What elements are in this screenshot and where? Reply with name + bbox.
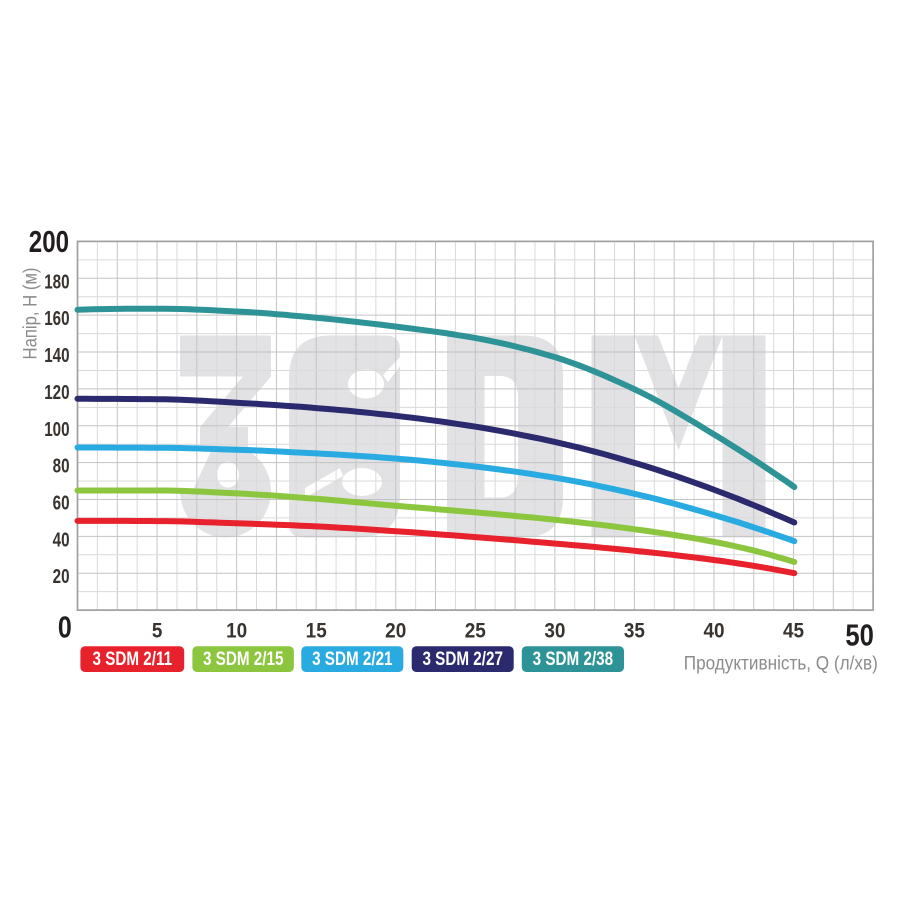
- svg-text:40: 40: [703, 619, 724, 642]
- svg-text:3 SDM 2/21: 3 SDM 2/21: [312, 647, 393, 669]
- svg-text:0: 0: [58, 610, 72, 644]
- svg-text:40: 40: [53, 528, 70, 551]
- svg-text:160: 160: [44, 307, 69, 330]
- svg-text:10: 10: [226, 619, 247, 642]
- svg-text:Продуктивність, Q (л/хв): Продуктивність, Q (л/хв): [684, 651, 878, 673]
- svg-text:140: 140: [44, 344, 69, 367]
- svg-text:3 SDM 2/11: 3 SDM 2/11: [93, 647, 173, 669]
- svg-text:15: 15: [306, 619, 327, 642]
- svg-text:3 SDM 2/27: 3 SDM 2/27: [422, 647, 502, 669]
- svg-text:80: 80: [53, 454, 70, 477]
- svg-text:3 SDM 2/38: 3 SDM 2/38: [533, 647, 614, 669]
- svg-text:3 SDM 2/15: 3 SDM 2/15: [203, 647, 284, 669]
- svg-text:35: 35: [624, 619, 645, 642]
- svg-text:45: 45: [783, 619, 804, 642]
- svg-text:20: 20: [53, 565, 70, 588]
- svg-text:200: 200: [29, 224, 69, 258]
- svg-text:50: 50: [845, 619, 873, 653]
- svg-text:20: 20: [385, 619, 406, 642]
- svg-text:Напір, H (м): Напір, H (м): [20, 268, 41, 360]
- svg-text:25: 25: [465, 619, 486, 642]
- svg-text:180: 180: [44, 270, 69, 293]
- svg-text:5: 5: [152, 619, 163, 642]
- svg-text:120: 120: [44, 381, 69, 404]
- svg-text:30: 30: [544, 619, 565, 642]
- svg-text:60: 60: [53, 491, 70, 514]
- svg-text:100: 100: [44, 418, 69, 441]
